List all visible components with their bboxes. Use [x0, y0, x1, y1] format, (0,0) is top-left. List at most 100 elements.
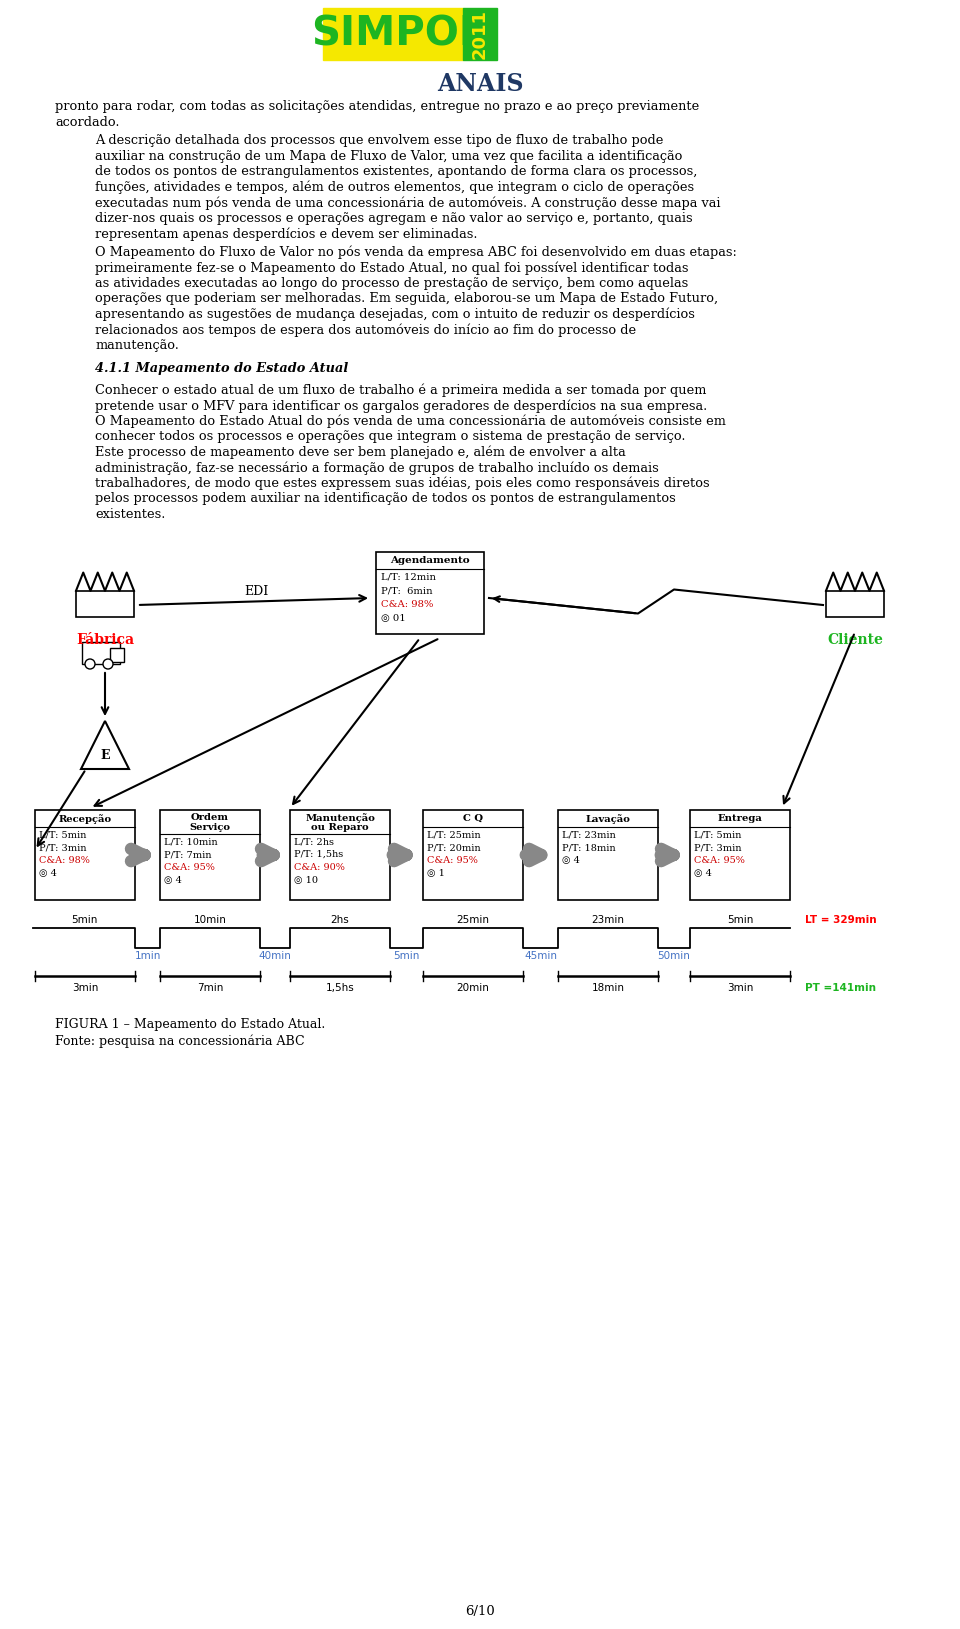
Text: 2011: 2011 — [471, 10, 489, 59]
Text: 23min: 23min — [591, 915, 625, 925]
Bar — [35, 810, 135, 899]
Bar — [423, 810, 523, 899]
Text: Recepção: Recepção — [59, 814, 111, 824]
Text: P/T: 18min: P/T: 18min — [562, 842, 615, 852]
Text: P/T: 3min: P/T: 3min — [694, 842, 741, 852]
Bar — [826, 591, 884, 617]
Text: C&A: 98%: C&A: 98% — [39, 855, 90, 865]
Text: Serviço: Serviço — [189, 823, 230, 832]
Text: P/T:  6min: P/T: 6min — [381, 586, 433, 595]
Bar — [290, 810, 390, 899]
Bar — [463, 8, 497, 60]
Text: O Mapeamento do Estado Atual do pós venda de uma concessionária de automóveis co: O Mapeamento do Estado Atual do pós vend… — [95, 414, 726, 428]
Bar — [690, 810, 790, 899]
Text: 6/10: 6/10 — [466, 1605, 494, 1618]
Text: C&A: 95%: C&A: 95% — [164, 863, 215, 872]
Text: L/T: 5min: L/T: 5min — [694, 831, 741, 839]
Text: Entrega: Entrega — [717, 814, 762, 823]
Text: Conhecer o estado atual de um fluxo de trabalho é a primeira medida a ser tomada: Conhecer o estado atual de um fluxo de t… — [95, 383, 707, 397]
Text: L/T: 5min: L/T: 5min — [39, 831, 86, 839]
Text: L/T: 2hs: L/T: 2hs — [294, 837, 334, 845]
Text: L/T: 25min: L/T: 25min — [427, 831, 481, 839]
Text: primeiramente fez-se o Mapeamento do Estado Atual, no qual foi possível identifi: primeiramente fez-se o Mapeamento do Est… — [95, 261, 688, 275]
Text: as atividades executadas ao longo do processo de prestação de serviço, bem como : as atividades executadas ao longo do pro… — [95, 277, 688, 290]
Text: C&A: 98%: C&A: 98% — [381, 599, 433, 609]
Text: pretende usar o MFV para identificar os gargalos geradores de desperdícios na su: pretende usar o MFV para identificar os … — [95, 399, 708, 412]
Text: Fonte: pesquisa na concessionária ABC: Fonte: pesquisa na concessionária ABC — [55, 1034, 304, 1047]
Text: 3min: 3min — [72, 982, 98, 994]
Text: apresentando as sugestões de mudança desejadas, com o intuito de reduzir os desp: apresentando as sugestões de mudança des… — [95, 308, 695, 321]
Text: C&A: 90%: C&A: 90% — [294, 863, 345, 872]
Text: O Mapeamento do Fluxo de Valor no pós venda da empresa ABC foi desenvolvido em d: O Mapeamento do Fluxo de Valor no pós ve… — [95, 246, 737, 259]
Text: Lavação: Lavação — [586, 814, 631, 824]
Text: 5min: 5min — [394, 951, 420, 961]
Text: Manutenção: Manutenção — [305, 813, 375, 823]
Text: ◎ 4: ◎ 4 — [694, 868, 712, 878]
Text: acordado.: acordado. — [55, 116, 119, 129]
Text: EDI: EDI — [245, 585, 269, 598]
Text: ◎ 1: ◎ 1 — [427, 868, 444, 878]
Text: 1,5hs: 1,5hs — [325, 982, 354, 994]
Text: funções, atividades e tempos, além de outros elementos, que integram o ciclo de : funções, atividades e tempos, além de ou… — [95, 181, 694, 194]
Text: operações que poderiam ser melhoradas. Em seguida, elaborou-se um Mapa de Estado: operações que poderiam ser melhoradas. E… — [95, 292, 718, 305]
Text: L/T: 12min: L/T: 12min — [381, 572, 436, 582]
Bar — [160, 810, 260, 899]
Bar — [558, 810, 658, 899]
Text: ◎ 4: ◎ 4 — [39, 868, 57, 878]
Text: 3min: 3min — [727, 982, 754, 994]
Text: C&A: 95%: C&A: 95% — [427, 855, 478, 865]
Text: ◎ 10: ◎ 10 — [294, 876, 318, 885]
Text: ◎ 4: ◎ 4 — [164, 876, 181, 885]
Text: conhecer todos os processos e operações que integram o sistema de prestação de s: conhecer todos os processos e operações … — [95, 430, 685, 443]
Text: de todos os pontos de estrangulamentos existentes, apontando de forma clara os p: de todos os pontos de estrangulamentos e… — [95, 165, 697, 178]
Text: 1min: 1min — [134, 951, 160, 961]
Text: 50min: 50min — [658, 951, 690, 961]
Text: dizer-nos quais os processos e operações agregam e não valor ao serviço e, porta: dizer-nos quais os processos e operações… — [95, 212, 692, 225]
Text: 10min: 10min — [194, 915, 227, 925]
Text: ou Reparo: ou Reparo — [311, 823, 369, 832]
Text: pronto para rodar, com todas as solicitações atendidas, entregue no prazo e ao p: pronto para rodar, com todas as solicita… — [55, 99, 699, 112]
Text: relacionados aos tempos de espera dos automóveis do início ao fim do processo de: relacionados aos tempos de espera dos au… — [95, 323, 636, 337]
Text: executadas num pós venda de uma concessionária de automóveis. A construção desse: executadas num pós venda de uma concessi… — [95, 195, 721, 210]
Text: FIGURA 1 – Mapeamento do Estado Atual.: FIGURA 1 – Mapeamento do Estado Atual. — [55, 1018, 325, 1031]
Circle shape — [85, 660, 95, 670]
Text: ◎ 01: ◎ 01 — [381, 614, 406, 622]
Text: 45min: 45min — [524, 951, 557, 961]
Text: manutenção.: manutenção. — [95, 339, 179, 352]
Text: auxiliar na construção de um Mapa de Fluxo de Valor, uma vez que facilita a iden: auxiliar na construção de um Mapa de Flu… — [95, 150, 683, 163]
Text: pelos processos podem auxiliar na identificação de todos os pontos de estrangula: pelos processos podem auxiliar na identi… — [95, 492, 676, 505]
Text: E: E — [100, 748, 109, 761]
Text: L/T: 23min: L/T: 23min — [562, 831, 615, 839]
Text: P/T: 1,5hs: P/T: 1,5hs — [294, 850, 344, 858]
Bar — [376, 552, 484, 634]
Bar — [110, 648, 124, 661]
Text: Este processo de mapeamento deve ser bem planejado e, além de envolver a alta: Este processo de mapeamento deve ser bem… — [95, 445, 626, 459]
Text: SIMPOI: SIMPOI — [311, 15, 474, 54]
Bar — [323, 8, 463, 60]
Text: existentes.: existentes. — [95, 508, 165, 521]
Text: 40min: 40min — [258, 951, 292, 961]
Text: representam apenas desperdícios e devem ser eliminadas.: representam apenas desperdícios e devem … — [95, 226, 477, 241]
Bar — [82, 642, 120, 665]
Text: P/T: 7min: P/T: 7min — [164, 850, 211, 858]
Text: C Q: C Q — [463, 814, 483, 823]
Text: Cliente: Cliente — [828, 634, 883, 647]
Text: LT = 329min: LT = 329min — [805, 915, 876, 925]
Text: C&A: 95%: C&A: 95% — [694, 855, 745, 865]
Text: L/T: 10min: L/T: 10min — [164, 837, 218, 845]
Text: P/T: 3min: P/T: 3min — [39, 842, 86, 852]
Circle shape — [103, 660, 113, 670]
Polygon shape — [81, 722, 129, 769]
Text: ◎ 4: ◎ 4 — [562, 855, 580, 865]
Text: 2hs: 2hs — [330, 915, 349, 925]
Text: PT =141min: PT =141min — [805, 982, 876, 994]
Text: 5min: 5min — [727, 915, 754, 925]
Text: Fábrica: Fábrica — [76, 634, 134, 647]
Text: 4.1.1 Mapeamento do Estado Atual: 4.1.1 Mapeamento do Estado Atual — [95, 362, 348, 375]
Bar — [76, 591, 134, 617]
Text: A descrição detalhada dos processos que envolvem esse tipo de fluxo de trabalho : A descrição detalhada dos processos que … — [95, 134, 663, 147]
Text: Agendamento: Agendamento — [390, 555, 469, 565]
Text: 7min: 7min — [197, 982, 223, 994]
Text: ANAIS: ANAIS — [437, 72, 523, 96]
Text: trabalhadores, de modo que estes expressem suas idéias, pois eles como responsáv: trabalhadores, de modo que estes express… — [95, 477, 709, 490]
